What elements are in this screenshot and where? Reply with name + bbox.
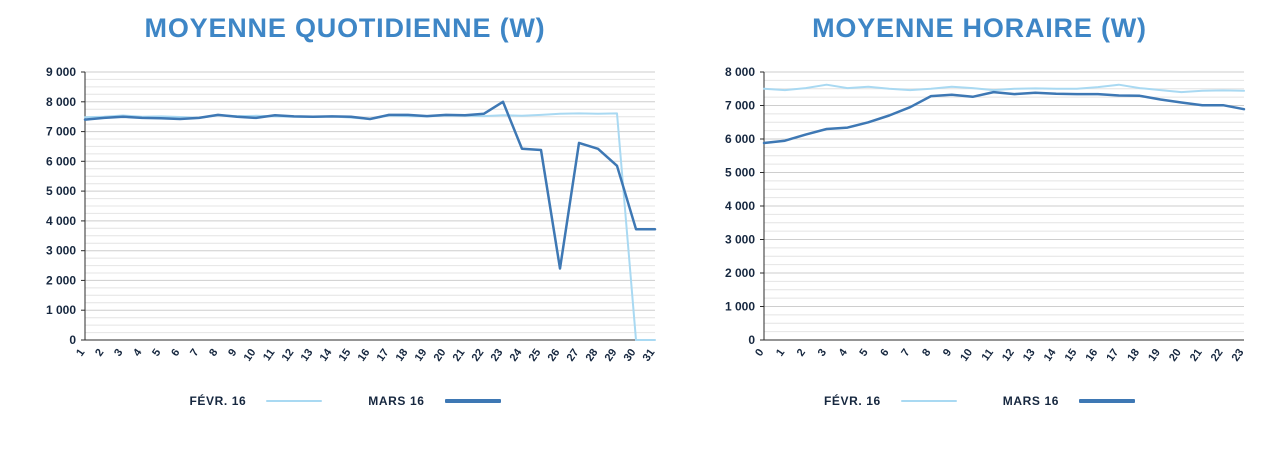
y-axis-label: 7 000 [724,99,754,113]
y-axis-label: 2 000 [724,266,754,280]
x-axis-label: 17 [1104,347,1121,364]
x-axis-label: 21 [1187,347,1204,364]
x-axis-label: 13 [299,347,316,364]
x-axis-label: 10 [242,347,259,364]
x-axis-label: 15 [337,347,354,364]
y-axis-label: 1 000 [46,303,76,317]
x-axis-label: 28 [584,347,601,364]
hourly-chart: 0 1 000 2 000 3 000 4 000 5 000 6 000 7 000 8 00… [724,65,1246,364]
y-axis-label: 5 000 [46,184,76,198]
x-axis-label: 20 [1167,347,1184,364]
legend-label-mars: MARS 16 [368,394,425,408]
x-axis-label: 31 [641,347,658,364]
y-axis-label: 0 [69,333,76,347]
x-axis-label: 18 [1125,347,1142,364]
x-axis-label: 2 [93,347,106,359]
legend-item-mars: MARS 16 [368,394,501,408]
x-axis-label: 24 [508,346,525,364]
y-axis-label: 3 000 [46,244,76,258]
daily-legend: FÉVR. 16 MARS 16 [189,394,501,408]
x-axis-label: 26 [546,347,563,364]
daily-chart: 0 1 000 2 000 3 000 4 000 5 000 6 000 7 000 8 00… [46,65,658,364]
x-axis-label: 17 [375,347,392,364]
x-axis-label: 30 [622,347,639,364]
daily-chart-panel: MOYENNE QUOTIDIENNE (W) 0 1 000 2 000 3 000… [46,13,658,408]
legend-line-swatch-mars [1079,399,1136,403]
y-axis-label: 4 000 [46,214,76,228]
x-axis-label: 15 [1062,347,1079,364]
x-axis-label: 11 [979,347,996,363]
x-axis-label: 7 [899,347,912,359]
x-axis-label: 11 [261,347,278,363]
x-axis-label: 23 [1229,347,1246,364]
series-line-mars [762,90,1245,145]
y-axis-label: 5 000 [724,166,754,180]
x-axis-label: 16 [356,347,373,364]
x-axis-label: 2 [794,347,807,359]
legend-item-fevr: FÉVR. 16 [824,394,957,408]
x-axis-label: 10 [958,347,975,364]
x-axis-label: 9 [226,347,239,359]
y-axis-label: 3 000 [724,233,754,247]
y-axis-label: 8 000 [724,65,754,79]
legend-item-mars: MARS 16 [1002,394,1136,408]
series-line-fevr [84,112,656,341]
x-axis-label: 22 [470,347,487,364]
x-axis-label: 4 [131,346,145,359]
x-axis-label: 12 [1000,347,1017,364]
x-axis-label: 18 [394,347,411,364]
x-axis-label: 13 [1020,347,1037,364]
x-axis-label: 1 [774,347,787,359]
x-axis-label: 3 [112,347,125,359]
x-axis-label: 5 [857,347,870,359]
x-axis-label: 16 [1083,347,1100,364]
x-axis-label: 22 [1208,347,1225,364]
y-axis-label: 8 000 [46,95,76,109]
y-axis-label: 9 000 [46,65,76,79]
legend-line-swatch-fevr [900,400,957,402]
x-axis-label: 9 [940,347,953,359]
x-axis-label: 7 [188,347,201,359]
series-line-mars [83,100,657,270]
x-axis-label: 23 [489,347,506,364]
legend-label-mars: MARS 16 [1002,394,1060,408]
series-line-fevr [762,83,1245,94]
x-axis-label: 25 [527,347,544,364]
legend-line-swatch-mars [444,399,501,403]
x-axis-label: 19 [1146,347,1163,364]
legend-label-fevr: FÉVR. 16 [823,394,881,408]
x-axis-label: 27 [565,347,582,364]
x-axis-label: 14 [1041,346,1058,364]
x-axis-label: 19 [413,347,430,364]
x-axis-label: 0 [753,347,766,359]
y-axis-label: 0 [748,333,755,347]
legend-item-fevr: FÉVR. 16 [189,394,323,408]
hourly-legend: FÉVR. 16 MARS 16 [824,394,1136,408]
hourly-chart-panel: MOYENNE HORAIRE (W) 0 1 000 2 000 3 000 4 00… [690,0,1269,459]
x-axis-label: 3 [815,347,828,359]
x-axis-label: 8 [920,347,933,359]
x-axis-label: 12 [280,347,297,364]
x-axis-label: 21 [451,347,468,364]
y-axis-label: 4 000 [724,199,754,213]
y-axis-label: 7 000 [46,125,76,139]
x-axis-label: 8 [207,347,220,359]
x-axis-label: 14 [318,346,335,364]
legend-label-fevr: FÉVR. 16 [189,394,247,408]
x-axis-label: 5 [150,347,163,359]
legend-line-swatch-fevr [266,400,323,402]
x-axis-label: 1 [74,347,87,359]
daily-chart-title: MOYENNE QUOTIDIENNE (W) [144,13,546,43]
y-axis-label: 6 000 [724,132,754,146]
x-axis-label: 29 [603,347,620,364]
x-axis-label: 6 [878,347,891,359]
y-axis-label: 6 000 [46,154,76,168]
y-axis-label: 2 000 [46,273,76,287]
x-axis-label: 4 [836,346,850,359]
x-axis-label: 6 [169,347,182,359]
y-axis-label: 1 000 [724,300,754,314]
x-axis-label: 20 [432,347,449,364]
hourly-chart-title: MOYENNE HORAIRE (W) [812,13,1147,43]
